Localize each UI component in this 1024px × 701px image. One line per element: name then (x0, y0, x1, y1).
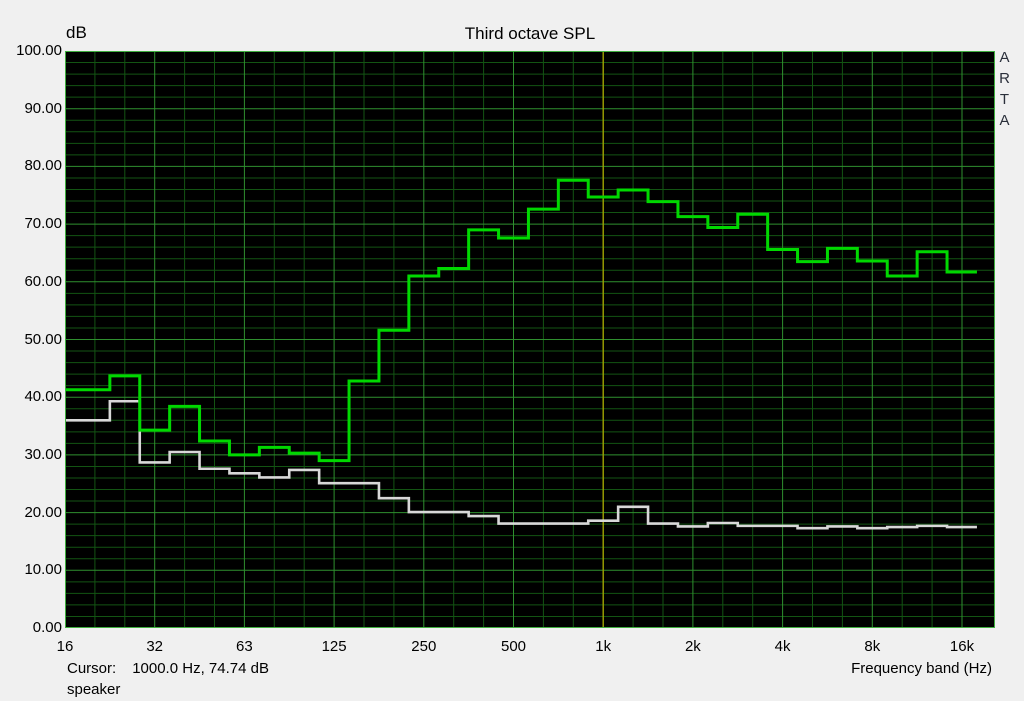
chart-title: Third octave SPL (464, 24, 596, 43)
x-tick-label: 16 (56, 638, 74, 655)
x-tick-label: 63 (236, 638, 253, 655)
y-tick-label: 40.00 (24, 388, 62, 406)
y-tick-label: 0.00 (32, 619, 62, 636)
x-axis-title: Frequency band (Hz) (851, 660, 992, 677)
spectrum-plot-area[interactable] (65, 51, 995, 628)
speaker-curve (65, 178, 977, 463)
x-tick-label: 2k (684, 638, 701, 655)
signal-name-label: speaker (67, 681, 121, 698)
y-tick-label: 80.00 (24, 157, 62, 175)
spectrum-plot-svg[interactable] (65, 51, 995, 628)
y-tick-label: 90.00 (24, 99, 62, 117)
y-axis-unit-label: dB (66, 23, 87, 42)
arta-brand-label: ARTA (996, 49, 1013, 133)
x-tick-label: 500 (500, 638, 527, 655)
y-tick-label: 10.00 (24, 561, 62, 579)
x-tick-label: 32 (146, 638, 164, 655)
x-tick-label: 4k (774, 638, 791, 655)
x-tick-label: 250 (411, 638, 437, 655)
y-tick-label: 100.00 (16, 42, 62, 59)
cursor-readout: Cursor: 1000.0 Hz, 74.74 dB (67, 660, 269, 677)
x-tick-label: 125 (321, 638, 347, 655)
cursor-readout-value: 1000.0 Hz, 74.74 dB (132, 660, 269, 677)
cursor-readout-label: Cursor: (67, 660, 117, 677)
y-tick-label: 30.00 (24, 445, 62, 463)
y-tick-label: 60.00 (24, 272, 62, 290)
y-tick-label: 50.00 (24, 330, 62, 348)
x-tick-label: 1k (595, 638, 612, 655)
plot-border (65, 51, 995, 628)
y-tick-label: 70.00 (24, 215, 62, 233)
x-tick-label: 16k (949, 638, 975, 655)
noise-floor-curve (65, 399, 977, 530)
x-tick-label: 8k (864, 638, 881, 655)
y-tick-label: 20.00 (24, 503, 62, 521)
